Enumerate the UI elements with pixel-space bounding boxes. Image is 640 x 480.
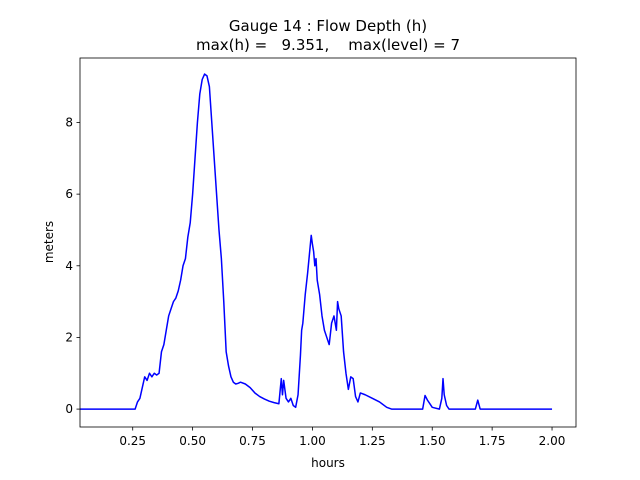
y-tick-label: 0 (65, 402, 73, 416)
y-axis-ticks: 0 2 4 6 8 (65, 115, 80, 416)
x-tick-label: 1.75 (479, 434, 506, 448)
y-axis-label: meters (42, 221, 56, 263)
x-tick-label: 0.75 (239, 434, 266, 448)
x-tick-label: 0.50 (179, 434, 206, 448)
x-tick-label: 1.25 (359, 434, 386, 448)
x-axis-label: hours (311, 456, 345, 470)
x-axis-ticks: 0.25 0.50 0.75 1.00 1.25 1.50 1.75 2.00 (119, 427, 565, 448)
x-tick-label: 1.50 (419, 434, 446, 448)
flow-depth-line (80, 73, 553, 410)
y-tick-label: 8 (65, 115, 73, 129)
y-tick-label: 2 (65, 330, 73, 344)
x-tick-label: 2.00 (539, 434, 566, 448)
y-tick-label: 4 (65, 259, 73, 273)
y-tick-label: 6 (65, 187, 73, 201)
plot-frame (79, 57, 577, 428)
plot-area (80, 58, 576, 427)
chart-title: Gauge 14 : Flow Depth (h) (229, 17, 427, 35)
x-tick-label: 1.00 (299, 434, 326, 448)
x-tick-label: 0.25 (119, 434, 146, 448)
chart-subtitle: max(h) = 9.351, max(level) = 7 (196, 36, 460, 54)
